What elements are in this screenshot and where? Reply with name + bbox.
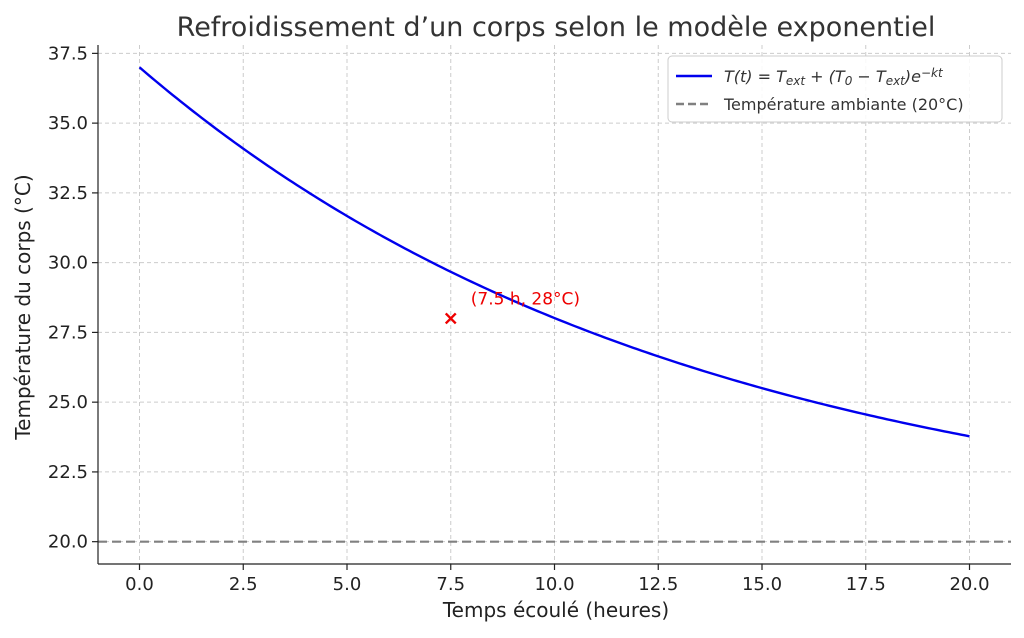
x-tick-label: 0.0 — [125, 574, 154, 595]
legend-label-part: + (T — [805, 67, 846, 86]
x-tick-label: 15.0 — [742, 574, 782, 595]
series-layer — [98, 66, 1011, 543]
y-tick-label: 27.5 — [48, 322, 88, 343]
legend-label-part: )e — [904, 67, 921, 86]
legend-label: Température ambiante (20°C) — [723, 95, 964, 114]
x-tick-label: 2.5 — [229, 574, 258, 595]
x-tick-label: 17.5 — [846, 574, 886, 595]
marker-x-symbol — [444, 312, 457, 325]
legend-label-part: Température ambiante (20°C) — [723, 95, 964, 114]
legend-label-part: −kt — [921, 66, 944, 80]
ticks: 0.0 2.5 5.0 7.5 10.0 12.5 15.0 17.5 20.0 20.0 22.5… — [48, 43, 990, 595]
legend-label-part: T(t) = T — [724, 67, 787, 86]
marker-layer: (7.5 h, 28°C) — [444, 289, 580, 325]
x-tick-label: 20.0 — [949, 574, 989, 595]
y-tick-label: 32.5 — [48, 183, 88, 204]
x-tick-label: 7.5 — [436, 574, 465, 595]
legend-label-part: ext — [786, 74, 806, 88]
y-tick-label: 37.5 — [48, 43, 88, 64]
x-axis-label: Temps écoulé (heures) — [442, 598, 669, 622]
y-tick-label: 22.5 — [48, 462, 88, 483]
y-axis-label: Température du corps (°C) — [11, 174, 35, 440]
legend-label: T(t) = Text + (T0 − Text)e−kt — [724, 66, 944, 88]
marker-label: (7.5 h, 28°C) — [471, 289, 580, 309]
marker-stroke — [444, 312, 457, 325]
cooling-curve — [138, 66, 970, 438]
x-tick-label: 12.5 — [638, 574, 678, 595]
legend-label-part: ext — [886, 74, 906, 88]
y-tick-label: 20.0 — [48, 532, 88, 553]
y-tick-label: 35.0 — [48, 113, 88, 134]
y-tick-label: 30.0 — [48, 253, 88, 274]
legend-label-part: 0 — [845, 74, 853, 88]
legend: T(t) = Text + (T0 − Text)e−ktTempérature… — [667, 55, 1003, 123]
legend-label-part: − T — [852, 67, 887, 86]
x-tick-label: 10.0 — [534, 574, 574, 595]
legend-box — [667, 55, 1003, 123]
x-tick-label: 5.0 — [333, 574, 362, 595]
y-tick-label: 25.0 — [48, 392, 88, 413]
chart-title: Refroidissement d’un corps selon le modè… — [177, 12, 936, 43]
